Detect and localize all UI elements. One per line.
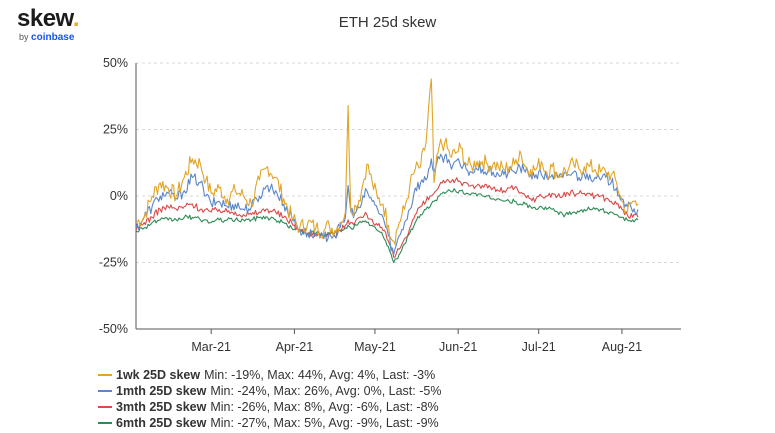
x-tick-label: Apr-21: [276, 340, 314, 354]
legend-series-name: 3mth 25D skew: [116, 400, 207, 414]
legend-item[interactable]: 1wk 25D skew Min: -19%, Max: 44%, Avg: 4%…: [98, 367, 441, 383]
legend-series-stats: Min: -19%, Max: 44%, Avg: 4%, Last: -3%: [204, 368, 436, 382]
series-line-3mth: [135, 177, 639, 258]
x-tick-label: Aug-21: [602, 340, 642, 354]
legend-series-stats: Min: -26%, Max: 8%, Avg: -6%, Last: -8%: [210, 400, 439, 414]
legend-swatch: [98, 374, 112, 376]
legend-series-name: 6mth 25D skew: [116, 416, 207, 430]
y-tick-label: 25%: [103, 123, 128, 137]
legend-series-name: 1wk 25D skew: [116, 368, 201, 382]
y-tick-label: -25%: [99, 256, 128, 270]
chart-legend: 1wk 25D skew Min: -19%, Max: 44%, Avg: 4%…: [98, 367, 441, 431]
y-tick-label: 0%: [110, 189, 128, 203]
legend-series-name: 1mth 25D skew: [116, 384, 207, 398]
x-tick-label: Jun-21: [439, 340, 477, 354]
y-tick-label: -50%: [99, 322, 128, 336]
logo-wordmark: skew.: [17, 5, 80, 32]
x-tick-label: Mar-21: [191, 340, 231, 354]
skew-logo: skew. by coinbase: [17, 5, 80, 43]
legend-item[interactable]: 1mth 25D skew Min: -24%, Max: 26%, Avg: 0…: [98, 383, 441, 399]
legend-swatch: [98, 390, 112, 392]
x-tick-label: Jul-21: [522, 340, 556, 354]
series-line-1wk: [135, 78, 639, 246]
legend-swatch: [98, 422, 112, 424]
x-tick-label: May-21: [354, 340, 396, 354]
chart-title: ETH 25d skew: [338, 14, 437, 31]
series-line-6mth: [135, 188, 639, 264]
legend-item[interactable]: 6mth 25D skew Min: -27%, Max: 5%, Avg: -9…: [98, 415, 441, 431]
legend-swatch: [98, 406, 112, 408]
legend-item[interactable]: 3mth 25D skew Min: -26%, Max: 8%, Avg: -6…: [98, 399, 441, 415]
legend-series-stats: Min: -24%, Max: 26%, Avg: 0%, Last: -5%: [210, 384, 442, 398]
logo-byline: by coinbase: [19, 32, 75, 43]
y-tick-label: 50%: [103, 56, 128, 70]
legend-series-stats: Min: -27%, Max: 5%, Avg: -9%, Last: -9%: [210, 416, 439, 430]
